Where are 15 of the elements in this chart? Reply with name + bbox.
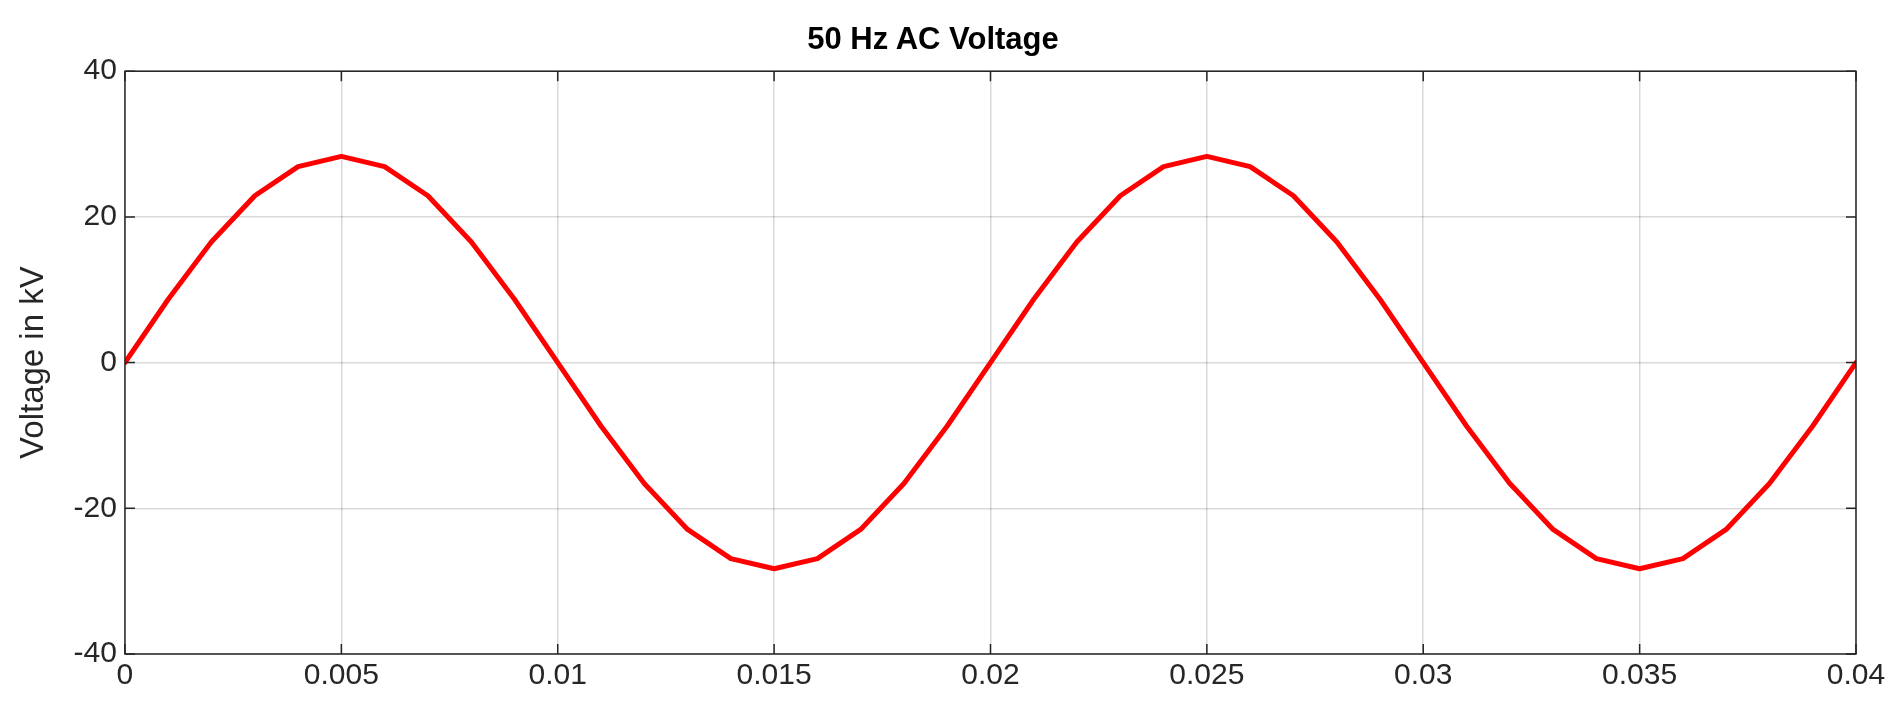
y-tick-label: -20 — [73, 489, 117, 523]
y-tick-label: 20 — [83, 198, 117, 232]
x-tick-label: 0.03 — [1394, 657, 1453, 691]
y-tick-label: 0 — [100, 343, 117, 377]
x-tick-label: 0.025 — [1169, 657, 1245, 691]
y-axis-title: Voltage in kV — [12, 266, 50, 459]
x-tick-label: 0.04 — [1826, 657, 1886, 691]
x-tick-label: 0.035 — [1602, 657, 1678, 691]
x-tick-label: 0.02 — [961, 657, 1020, 691]
x-tick-label: 0.01 — [528, 657, 587, 691]
y-tick-label: 40 — [83, 52, 117, 86]
x-tick-label: 0.015 — [736, 657, 812, 691]
chart-title: 50 Hz AC Voltage — [807, 21, 1059, 57]
x-tick-label: 0.005 — [303, 657, 379, 691]
y-tick-label: -40 — [73, 635, 117, 669]
